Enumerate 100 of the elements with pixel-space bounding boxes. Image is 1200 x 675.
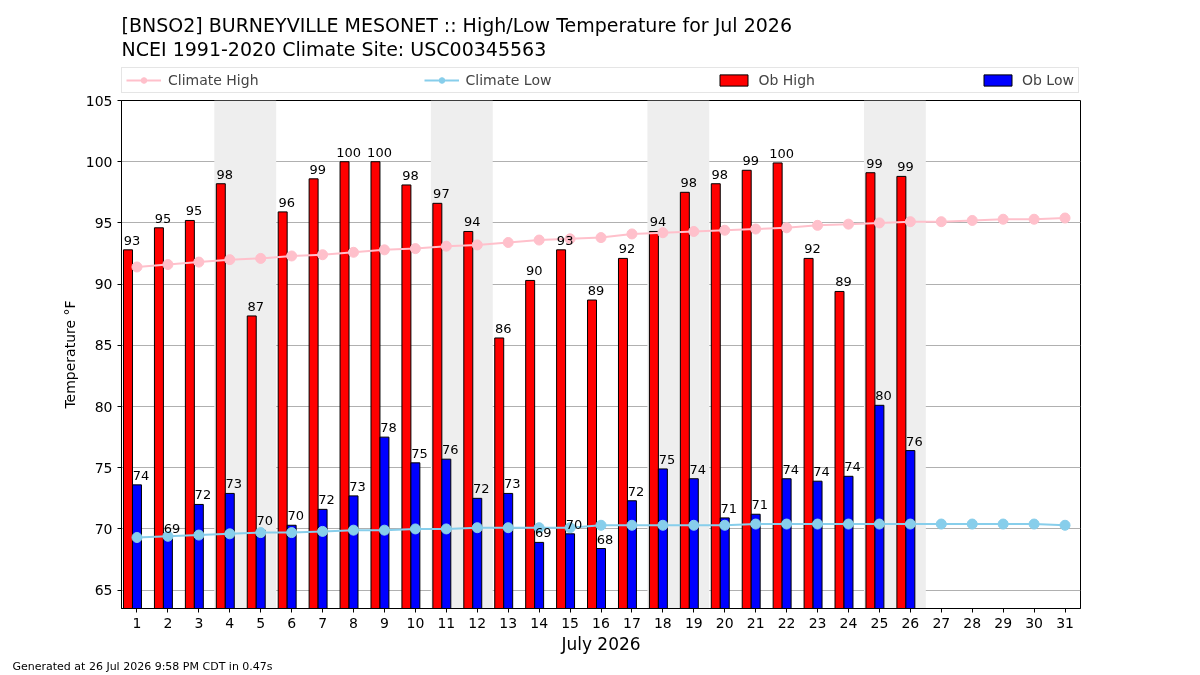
text: Generated at 26 Jul 2026 9:58 PM CDT in 0.47s <box>12 659 273 673</box>
point <box>1028 518 1040 530</box>
data-label: 68 <box>596 531 614 547</box>
data-label: 95 <box>154 210 172 226</box>
point <box>255 527 267 539</box>
point <box>440 240 452 252</box>
point <box>935 216 947 228</box>
x-tick-label: 20 <box>715 614 734 631</box>
x-tick-label: 23 <box>808 614 827 631</box>
x-tick-label: 10 <box>406 614 425 631</box>
point <box>131 532 143 543</box>
x-tick-label: 12 <box>468 614 487 631</box>
data-label: 74 <box>689 461 707 477</box>
point <box>595 519 607 531</box>
y-axis-title: Temperature °F <box>61 300 78 410</box>
data-label: 72 <box>473 481 490 497</box>
data-label: 73 <box>503 476 521 492</box>
legend-label: Climate Low <box>465 72 552 88</box>
data-label: 98 <box>680 175 698 191</box>
data-label: 92 <box>618 241 636 257</box>
data-label: 100 <box>336 144 361 160</box>
x-tick-label: 1 <box>132 614 142 631</box>
point <box>781 222 793 234</box>
x-tick-label: 2 <box>163 614 173 631</box>
data-label: 72 <box>194 487 212 503</box>
point <box>286 527 298 539</box>
point <box>657 227 669 239</box>
data-label: 71 <box>751 497 768 513</box>
point <box>502 522 514 534</box>
data-label: 93 <box>123 232 141 248</box>
x-tick-label: 27 <box>932 614 951 631</box>
point <box>997 518 1009 530</box>
point <box>533 234 545 246</box>
y-tick-label: 65 <box>94 582 113 599</box>
data-label: 76 <box>906 433 923 449</box>
legend-label: Ob Low <box>1021 72 1074 88</box>
point <box>162 259 174 271</box>
x-tick-label: 9 <box>380 614 389 631</box>
x-tick-label: 11 <box>437 614 456 631</box>
data-label: 70 <box>565 516 583 532</box>
point <box>378 244 390 256</box>
data-label: 98 <box>711 166 729 182</box>
point <box>873 217 885 229</box>
point <box>409 523 421 535</box>
data-label: 74 <box>844 459 861 475</box>
point <box>904 216 916 228</box>
y-tick-label: 90 <box>94 276 113 293</box>
x-tick-label: 17 <box>623 614 641 631</box>
data-label: 75 <box>411 445 428 461</box>
chart-subtitle: NCEI 1991-2020 Climate Site: USC00345563 <box>121 37 547 60</box>
data-label: 99 <box>742 153 760 169</box>
point <box>286 250 298 262</box>
point <box>966 518 978 530</box>
x-tick-label: 21 <box>746 614 765 631</box>
data-label: 92 <box>804 241 821 257</box>
x-tick-label: 8 <box>349 614 358 631</box>
data-label: 70 <box>256 513 274 529</box>
data-label: 73 <box>349 478 366 494</box>
legend-label: Ob High <box>758 72 815 88</box>
point <box>750 223 762 235</box>
point <box>317 249 329 261</box>
data-label: 69 <box>163 520 181 536</box>
point <box>348 524 360 536</box>
data-label: 75 <box>658 451 676 467</box>
point <box>812 219 824 231</box>
point <box>626 228 638 240</box>
x-tick-label: 19 <box>684 614 703 631</box>
point <box>1028 213 1040 225</box>
data-label: 78 <box>380 420 397 436</box>
data-label: 98 <box>402 167 419 183</box>
x-tick-label: 4 <box>225 614 235 631</box>
point <box>1059 212 1071 224</box>
data-label: 74 <box>782 461 799 477</box>
point <box>224 254 236 266</box>
x-axis-title: July 2026 <box>560 633 641 654</box>
y-tick-label: 80 <box>94 398 113 415</box>
point <box>131 261 143 273</box>
point <box>719 519 731 531</box>
data-label: 99 <box>866 155 883 171</box>
x-tick-label: 29 <box>994 614 1013 631</box>
x-tick-label: 26 <box>901 614 920 631</box>
data-label: 93 <box>556 232 574 248</box>
point <box>657 519 669 531</box>
x-tick-label: 6 <box>287 614 297 631</box>
x-tick-label: 30 <box>1025 614 1044 631</box>
data-label: 73 <box>225 476 243 492</box>
point <box>935 518 947 530</box>
point <box>595 232 607 244</box>
point <box>873 518 885 530</box>
point <box>842 518 854 530</box>
point <box>842 218 854 230</box>
point <box>904 518 916 530</box>
x-tick-label: 15 <box>561 614 579 631</box>
data-label: 99 <box>309 161 326 177</box>
point <box>378 524 390 536</box>
point <box>781 518 793 530</box>
x-tick-label: 3 <box>194 614 204 631</box>
x-tick-label: 13 <box>499 614 518 631</box>
point <box>750 518 762 530</box>
chart-title: [BNSO2] BURNEYVILLE MESONET :: High/Low Temperature for Jul 2026 <box>121 13 793 36</box>
